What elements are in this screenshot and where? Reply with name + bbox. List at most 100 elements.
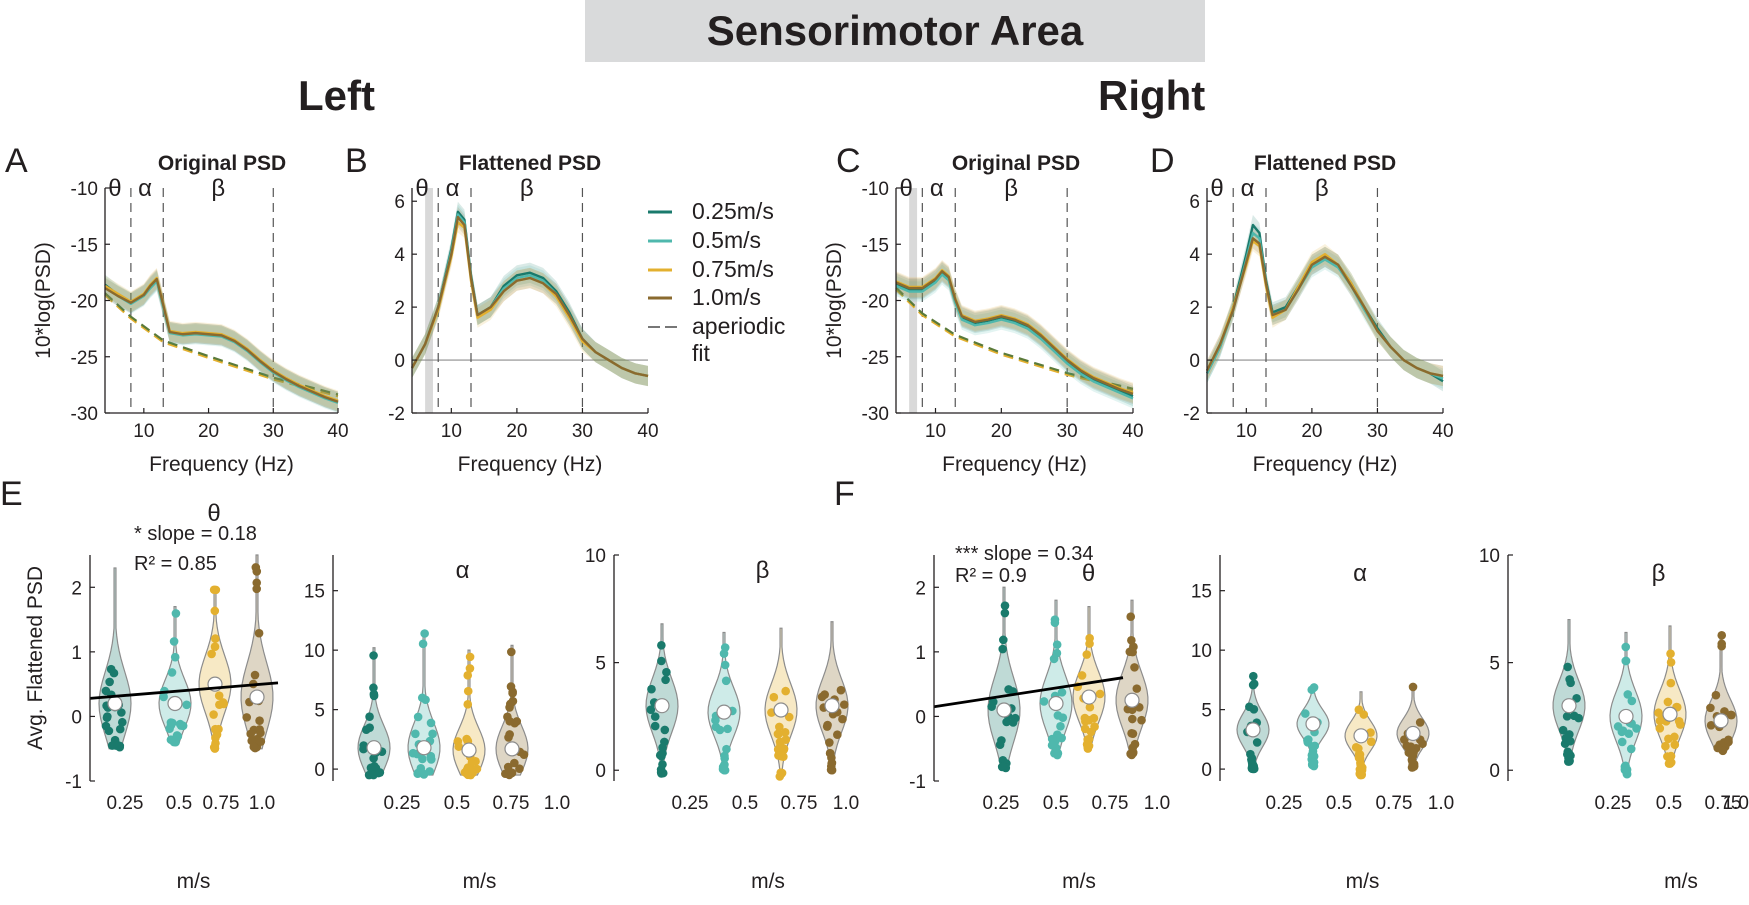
violin-F-theta-x-tick-label: 0.75 <box>1092 793 1129 814</box>
violin-E-theta-annotation-r2: R² = 0.85 <box>134 553 217 575</box>
violin-E-theta-x-tick-label: 0.75 <box>203 793 240 814</box>
violin-E-beta-x-tick-label: 0.75 <box>781 793 818 814</box>
violin-E-theta-data-point <box>102 713 112 723</box>
violin-E-alpha-data-point <box>365 723 374 732</box>
violin-F-theta-data-point <box>1004 685 1013 694</box>
violin-E-alpha-data-point <box>413 768 423 778</box>
violin-E-alpha-data-point <box>369 683 378 693</box>
panel-C-x-tick-label: 30 <box>1057 421 1078 442</box>
violin-E-beta-median-marker <box>654 698 670 714</box>
violin-F-alpha-y-tick-label: 5 <box>1201 701 1212 722</box>
panel-A-x-tick-label: 20 <box>198 421 219 442</box>
panel-A-y-label: 10*log(PSD) <box>32 242 55 359</box>
panel-B-band-label: β <box>520 175 534 202</box>
violin-F-beta-data-point <box>1566 678 1575 688</box>
violin-F-theta-data-point <box>1008 718 1018 727</box>
panel-B-x-label: Frequency (Hz) <box>458 453 603 476</box>
legend-label-aperiodic: aperiodic <box>692 313 785 339</box>
violin-E-theta-data-point <box>252 584 261 594</box>
violin-F-alpha-x-tick-label: 0.75 <box>1376 793 1413 814</box>
violin-F-alpha-y-tick-label: 15 <box>1191 582 1212 603</box>
violin-E-theta-data-point <box>211 634 220 643</box>
panel-B-y-tick-label: 4 <box>394 245 405 266</box>
panel-D-ci-band-0.75m/s <box>1207 230 1443 387</box>
violin-E-theta-data-point <box>256 737 266 746</box>
violin-F-beta-median-marker <box>1662 706 1678 722</box>
figure-title-banner: Sensorimotor Area <box>585 0 1205 62</box>
violin-E-beta-data-point <box>836 685 846 695</box>
panel-C-series-line-1.0m/s <box>895 270 1134 396</box>
panel-C-x-tick-label: 40 <box>1122 421 1143 442</box>
violin-E-beta-y-tick-label: 0 <box>595 761 606 782</box>
violin-F-theta-data-point <box>1137 715 1146 725</box>
panel-B-x-tick-label: 10 <box>441 421 462 442</box>
panel-C-aperiodic-fit-b <box>895 286 1134 390</box>
legend-label-1.0m/s: 1.0m/s <box>692 284 761 310</box>
violin-E-theta-data-point <box>242 713 252 722</box>
violin-E-theta-data-point <box>117 708 126 717</box>
violin-E-alpha-y-tick-label: 10 <box>304 641 325 662</box>
panel-A-letter: A <box>5 142 28 180</box>
panel-B-ci-band-0.25m/s <box>412 201 648 387</box>
violin-F-theta-data-point <box>1127 729 1136 738</box>
violin-E-theta-y-tick-label: 2 <box>71 578 82 599</box>
violin-E-beta-data-point <box>650 721 660 731</box>
violin-E-alpha-x-tick-label: 0.75 <box>493 793 530 814</box>
violin-F-theta-data-point <box>1049 654 1059 664</box>
panel-B-title: Flattened PSD <box>459 152 601 175</box>
violin-E-beta-data-point <box>775 772 785 781</box>
violin-E-beta-x-label: m/s <box>751 870 785 893</box>
violin-E-alpha-data-point <box>370 762 379 771</box>
panel-A-x-tick-label: 30 <box>263 421 284 442</box>
violin-F-alpha-x-tick-label: 0.5 <box>1326 793 1352 814</box>
violin-E-theta-data-point <box>252 578 262 588</box>
violin-F-beta-data-point <box>1670 740 1680 750</box>
violin-F-beta-data-point <box>1624 729 1634 738</box>
violin-F-theta-data-point <box>1126 612 1136 622</box>
violin-F-theta-median-marker <box>996 702 1012 718</box>
violin-E-theta-median-marker <box>107 695 123 712</box>
violin-F-alpha-data-point <box>1359 710 1369 719</box>
panel-F-letter: F <box>834 475 855 513</box>
violin-F-alpha-data-point <box>1357 769 1366 779</box>
violin-E-theta-y-label: Avg. Flattened PSD <box>24 566 47 750</box>
violin-E-alpha-x-tick-label: 1.0 <box>544 793 570 814</box>
violin-E-theta-data-point <box>215 700 224 709</box>
violin-E-theta-regression-line <box>89 681 279 700</box>
violin-E-alpha-y-tick-label: 0 <box>314 760 325 781</box>
panel-B-y-tick-label: -2 <box>388 404 405 425</box>
violin-E-theta-data-point <box>250 670 260 680</box>
violin-E-alpha-data-point <box>359 741 368 750</box>
violin-E-alpha-x-tick-label: 0.25 <box>384 793 421 814</box>
panel-C-y-tick-label: -30 <box>862 404 889 425</box>
violin-F-alpha-data-point <box>1355 753 1365 763</box>
violin-E-beta-x-tick-label: 0.25 <box>672 793 709 814</box>
violin-E-theta-median-marker <box>249 689 265 705</box>
violin-F-theta-y-tick-label: 2 <box>915 578 926 599</box>
violin-F-alpha-data-point <box>1408 763 1417 772</box>
panel-D-y-tick-label: 2 <box>1189 298 1200 319</box>
violin-F-theta-regression-line <box>933 676 1124 709</box>
panel-C-x-tick-label: 10 <box>925 421 946 442</box>
violin-E-theta-data-point <box>209 710 218 719</box>
violin-E-alpha-data-point <box>463 686 473 696</box>
violin-F-alpha-median-marker <box>1245 722 1261 738</box>
violin-E-beta-data-point <box>722 744 731 754</box>
violin-E-alpha-data-point <box>465 664 475 673</box>
violin-F-alpha-data-point <box>1248 671 1258 681</box>
violin-F-beta-data-point <box>1562 750 1572 759</box>
violin-E-theta-data-point <box>169 637 179 646</box>
violin-F-theta-violin-0.75 <box>1072 606 1106 750</box>
panel-D-band-label: θ <box>1210 175 1223 202</box>
violin-F-beta-data-point <box>1655 724 1665 733</box>
violin-F-theta-data-point <box>1053 748 1063 758</box>
violin-F-beta-data-point <box>1617 727 1627 737</box>
violin-F-beta-data-point <box>1661 741 1670 751</box>
violin-E-alpha-y-tick-label: 15 <box>304 582 325 603</box>
violin-F-beta-data-point <box>1562 712 1572 721</box>
violin-E-theta-x-tick-label: 1.0 <box>249 793 275 814</box>
violin-F-beta-y-tick-label: 5 <box>1489 654 1500 675</box>
violin-E-beta-data-point <box>655 750 665 760</box>
violin-F-beta-data-point <box>1706 720 1716 730</box>
violin-F-theta-data-point <box>1125 647 1135 657</box>
